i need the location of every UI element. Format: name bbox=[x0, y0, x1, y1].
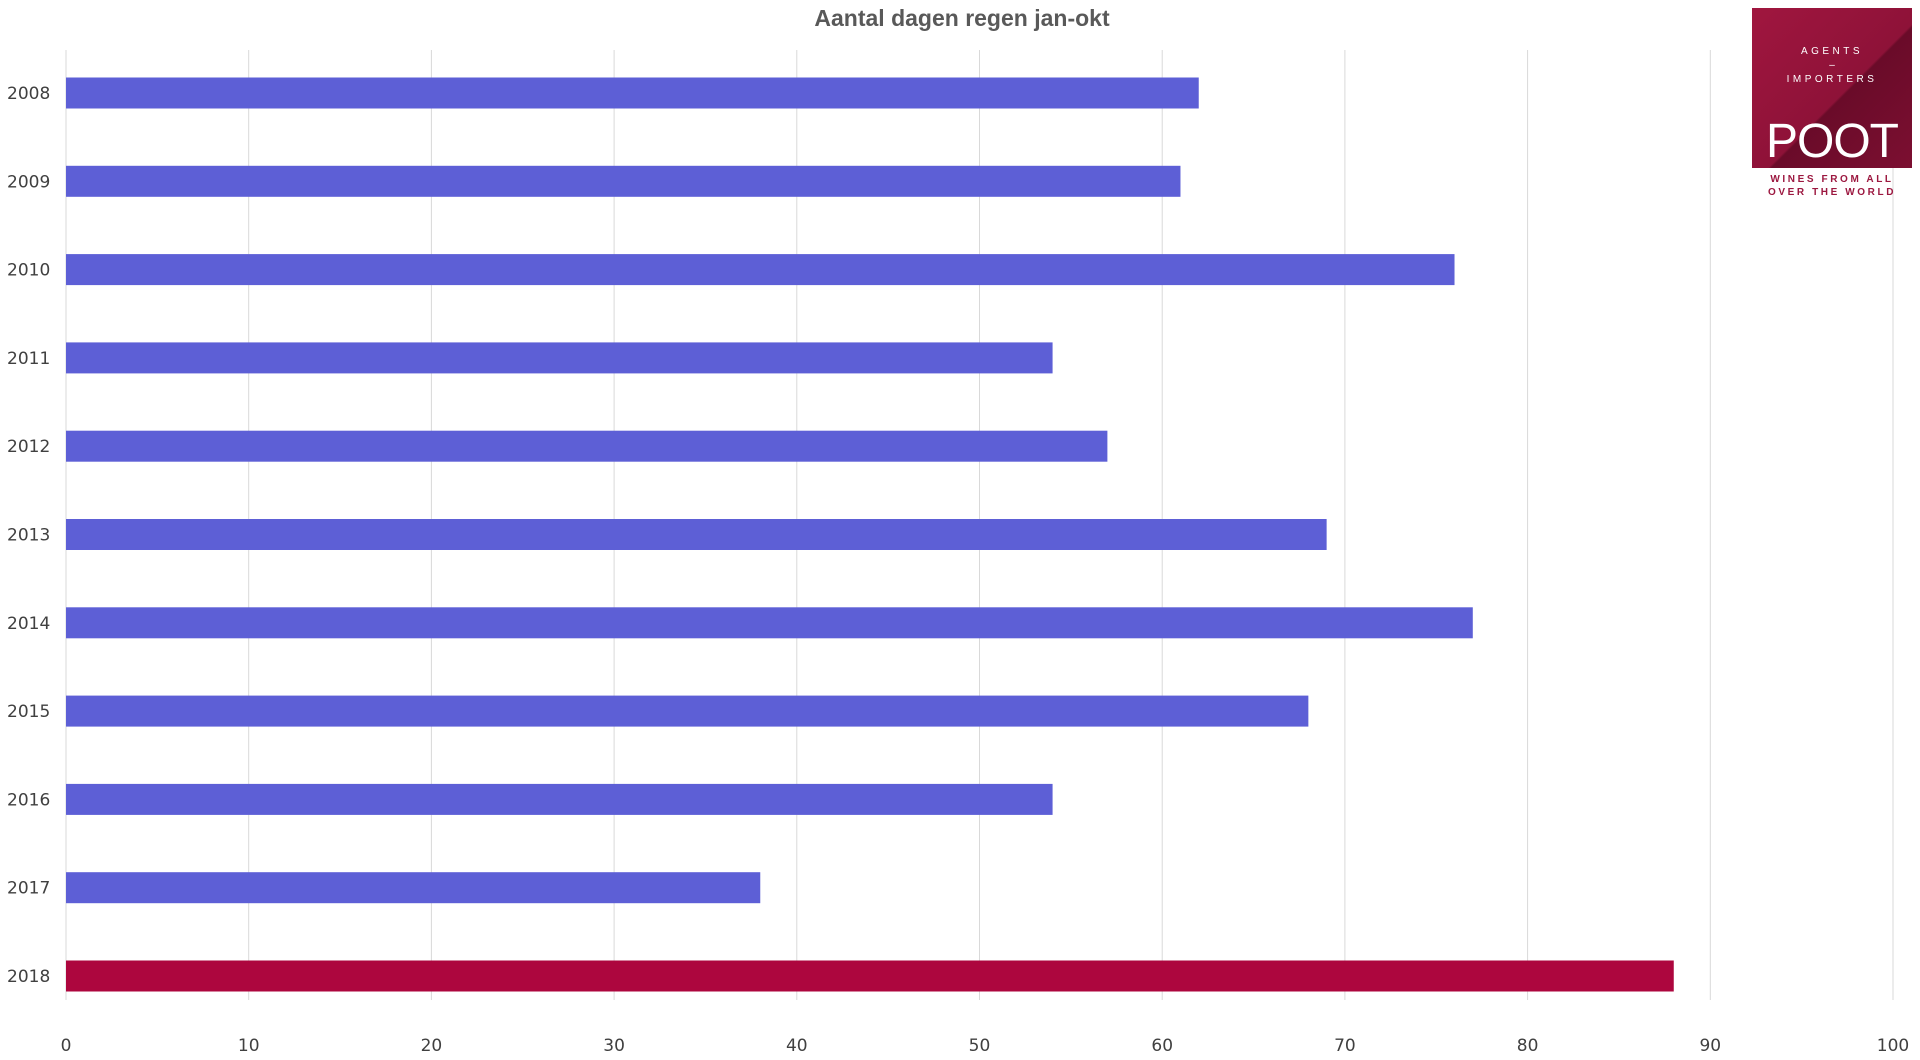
logo-tagline-1: WINES FROM ALL bbox=[1770, 174, 1894, 185]
poot-logo: AGENTS – IMPORTERS POOT WINES FROM ALL O… bbox=[1752, 8, 1912, 198]
logo-wordmark: POOT bbox=[1765, 115, 1899, 168]
x-axis-labels: 0 10 20 30 40 50 60 70 80 90 100 bbox=[61, 1036, 1910, 1056]
logo-tagline-2: OVER THE WORLD bbox=[1767, 187, 1897, 198]
x-tick-label: 60 bbox=[1151, 1036, 1173, 1056]
bar-2010 bbox=[66, 254, 1455, 286]
logo-line-importers: IMPORTERS bbox=[1786, 74, 1878, 85]
logo-box: AGENTS – IMPORTERS POOT bbox=[1752, 8, 1912, 168]
bar-2009 bbox=[66, 165, 1181, 197]
y-tick-label: 2013 bbox=[7, 526, 50, 546]
y-tick-label: 2014 bbox=[7, 614, 50, 634]
y-tick-label: 2018 bbox=[7, 967, 50, 987]
x-tick-label: 50 bbox=[969, 1036, 991, 1056]
y-tick-label: 2012 bbox=[7, 437, 50, 457]
chart-title: Aantal dagen regen jan-okt bbox=[814, 5, 1110, 31]
bar-2016 bbox=[66, 783, 1053, 815]
x-tick-label: 30 bbox=[603, 1036, 625, 1056]
y-tick-label: 2009 bbox=[7, 172, 50, 192]
bar-2013 bbox=[66, 519, 1327, 550]
y-tick-label: 2015 bbox=[7, 702, 50, 722]
logo-line-agents: AGENTS bbox=[1800, 46, 1864, 57]
bar-2008 bbox=[66, 77, 1199, 109]
x-tick-label: 40 bbox=[786, 1036, 808, 1056]
logo-line-dash: – bbox=[1829, 60, 1835, 71]
x-tick-label: 80 bbox=[1517, 1036, 1539, 1056]
bar-2015 bbox=[66, 695, 1309, 727]
bar-2011 bbox=[66, 342, 1053, 374]
bars bbox=[66, 77, 1674, 992]
x-tick-label: 70 bbox=[1334, 1036, 1356, 1056]
x-tick-label: 20 bbox=[421, 1036, 443, 1056]
y-axis-labels: 2008 2009 2010 2011 2012 2013 2014 2015 2016 2017… bbox=[7, 84, 50, 987]
bar-2012 bbox=[66, 430, 1108, 462]
y-tick-label: 2008 bbox=[7, 84, 50, 104]
x-tick-label: 0 bbox=[61, 1036, 72, 1056]
y-tick-label: 2010 bbox=[7, 261, 50, 281]
bar-2018 bbox=[66, 960, 1674, 992]
bar-2014 bbox=[66, 607, 1473, 639]
y-tick-label: 2016 bbox=[7, 790, 50, 810]
y-tick-label: 2017 bbox=[7, 879, 50, 899]
bar-2017 bbox=[66, 872, 761, 904]
x-tick-label: 10 bbox=[238, 1036, 260, 1056]
x-tick-label: 90 bbox=[1699, 1036, 1721, 1056]
x-tick-label: 100 bbox=[1877, 1036, 1909, 1056]
y-tick-label: 2011 bbox=[7, 349, 50, 369]
